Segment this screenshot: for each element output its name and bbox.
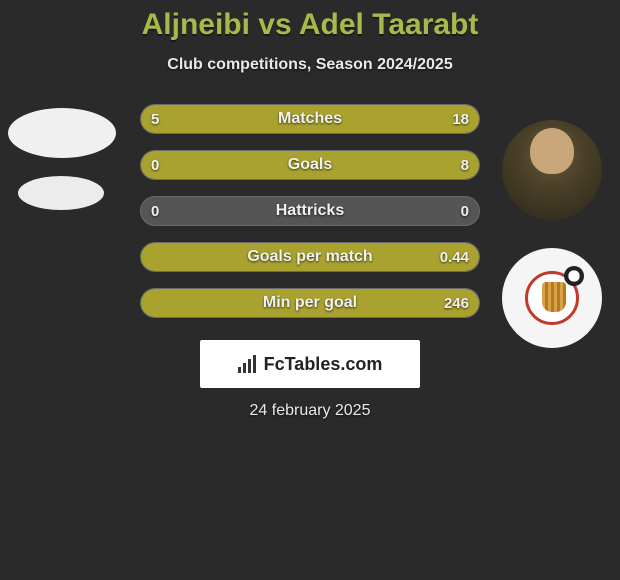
stat-value-right: 0.44 [430,243,479,271]
left-club-avatar [18,176,104,210]
logo-text: FcTables.com [264,354,383,375]
comparison-date: 24 february 2025 [0,402,620,420]
left-avatar-column [8,108,116,210]
stat-label: Goals [141,151,479,179]
stat-label: Matches [141,105,479,133]
subtitle: Club competitions, Season 2024/2025 [0,56,620,74]
stat-label: Hattricks [141,197,479,225]
left-player-avatar [8,108,116,158]
chart-icon [238,355,258,373]
stat-row-goals-per-match: Goals per match 0.44 [140,242,480,272]
right-avatar-column [502,120,602,348]
stats-list: 5 Matches 18 0 Goals 8 0 Hattricks 0 Goa… [140,104,480,318]
stat-row-matches: 5 Matches 18 [140,104,480,134]
right-player-avatar [502,120,602,220]
ball-icon [564,266,584,286]
comparison-card: Aljneibi vs Adel Taarabt Club competitio… [0,0,620,420]
stat-value-right: 8 [451,151,479,179]
stat-value-right: 18 [442,105,479,133]
fctables-logo-link[interactable]: FcTables.com [200,340,420,388]
club-badge-icon [525,271,579,325]
stat-label: Min per goal [141,289,479,317]
right-club-avatar [502,248,602,348]
page-title: Aljneibi vs Adel Taarabt [0,0,620,42]
stat-label: Goals per match [141,243,479,271]
stat-value-right: 0 [451,197,479,225]
stat-row-min-per-goal: Min per goal 246 [140,288,480,318]
stat-row-hattricks: 0 Hattricks 0 [140,196,480,226]
stat-value-right: 246 [434,289,479,317]
stat-row-goals: 0 Goals 8 [140,150,480,180]
